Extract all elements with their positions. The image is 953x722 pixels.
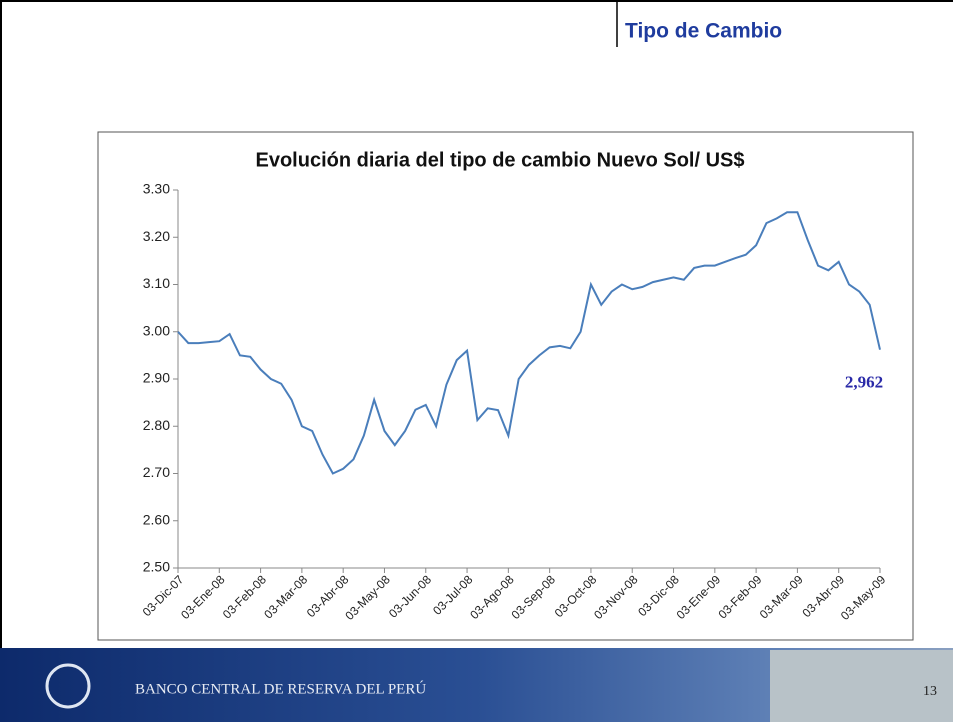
page-number: 13 [923,684,937,699]
y-tick-label: 2.60 [143,511,170,527]
y-tick-label: 3.20 [143,228,170,244]
header-title: Tipo de Cambio [625,20,782,43]
y-tick-label: 2.80 [143,417,170,433]
chart-title: Evolución diaria del tipo de cambio Nuev… [256,149,745,171]
slide: Tipo de Cambio Evolución diaria del tipo… [0,0,953,722]
y-tick-label: 2.90 [143,370,170,386]
y-tick-label: 2.70 [143,464,170,480]
chart: Tipo de Cambio Evolución diaria del tipo… [0,0,953,722]
y-tick-label: 3.00 [143,322,170,338]
chart-frame [98,132,913,640]
y-tick-label: 3.30 [143,181,170,197]
footer-institution: BANCO CENTRAL DE RESERVA DEL PERÚ [135,680,426,697]
y-tick-label: 2.50 [143,559,170,575]
data-label: 2,962 [845,373,883,392]
y-tick-label: 3.10 [143,275,170,291]
